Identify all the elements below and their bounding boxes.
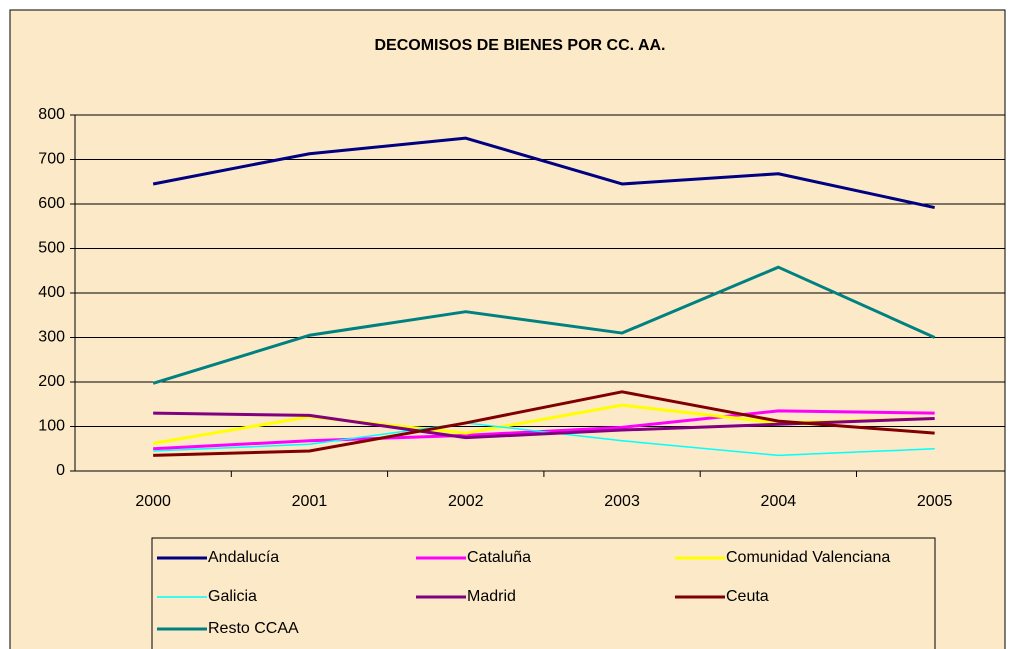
x-tick-label: 2003 [604, 493, 640, 510]
y-tick-label: 800 [38, 106, 65, 123]
y-tick-label: 500 [38, 240, 65, 257]
chart-title: DECOMISOS DE BIENES POR CC. AA. [375, 37, 666, 54]
legend-label: Ceuta [726, 588, 769, 605]
legend-label: Cataluña [467, 549, 531, 566]
legend-label: Resto CCAA [208, 620, 299, 637]
y-tick-label: 0 [56, 462, 65, 479]
y-tick-label: 400 [38, 284, 65, 301]
x-tick-label: 2005 [917, 493, 953, 510]
y-tick-label: 600 [38, 195, 65, 212]
legend-label: Madrid [467, 588, 516, 605]
y-tick-label: 700 [38, 151, 65, 168]
legend-label: Comunidad Valenciana [726, 549, 890, 566]
legend-box [151, 537, 936, 649]
x-tick-label: 2002 [448, 493, 484, 510]
x-tick-label: 2000 [135, 493, 171, 510]
series-line [152, 265, 936, 385]
y-tick-label: 300 [38, 329, 65, 346]
legend-label: Andalucía [208, 549, 279, 566]
series-line [153, 422, 935, 457]
series-line [153, 390, 935, 457]
y-tick-label: 200 [38, 373, 65, 390]
series-line [152, 136, 935, 210]
legend-label: Galicia [208, 588, 257, 605]
x-tick-label: 2004 [761, 493, 797, 510]
y-tick-label: 100 [38, 418, 65, 435]
x-tick-label: 2001 [292, 493, 328, 510]
